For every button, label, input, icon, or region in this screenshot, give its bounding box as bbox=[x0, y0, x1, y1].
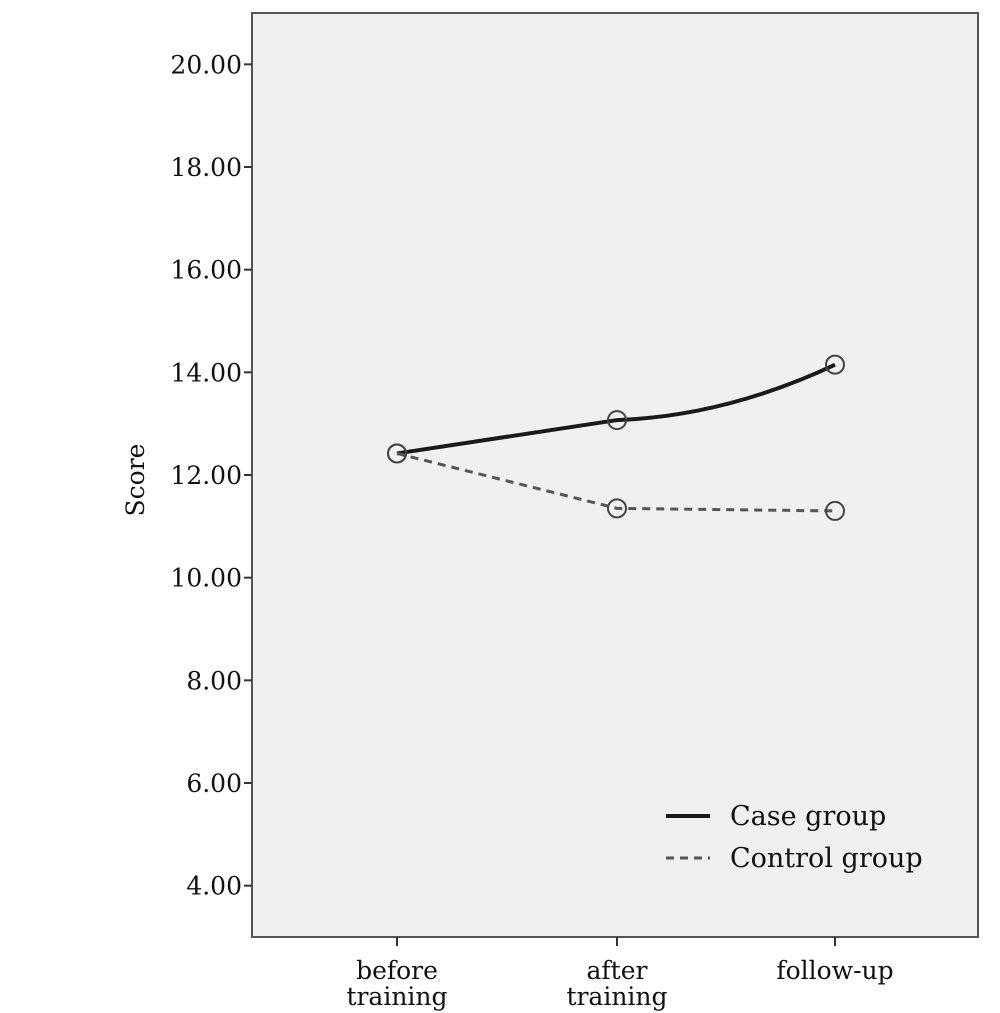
y-tick-label: 8.00 bbox=[186, 666, 242, 695]
data-point bbox=[387, 443, 407, 464]
y-tick-label: 14.00 bbox=[170, 358, 242, 387]
x-tick-label: follow-up bbox=[776, 956, 893, 985]
series-line-control bbox=[396, 451, 836, 513]
legend-label: Control group bbox=[730, 843, 923, 874]
data-point bbox=[607, 498, 627, 519]
legend: Case group Control group bbox=[666, 801, 923, 874]
y-tick-label: 12.00 bbox=[170, 461, 242, 490]
data-point bbox=[825, 500, 845, 521]
x-tick-label-line: follow-up bbox=[776, 956, 893, 985]
x-tick-label-line: before bbox=[356, 956, 438, 985]
x-tick-label: before training bbox=[346, 956, 447, 1011]
y-tick-label: 16.00 bbox=[170, 256, 242, 285]
y-tick-label: 10.00 bbox=[170, 564, 242, 593]
data-point bbox=[607, 410, 627, 431]
series-layer bbox=[387, 354, 845, 521]
plot-area bbox=[251, 12, 979, 938]
y-axis: 4.00 6.00 8.00 10.00 12.00 14.00 16.00 18.00 20.… bbox=[170, 50, 252, 901]
x-tick-label-line: training bbox=[566, 982, 667, 1011]
y-axis-title: Score bbox=[121, 444, 150, 517]
x-tick-label: after training bbox=[566, 956, 667, 1011]
legend-label: Case group bbox=[730, 801, 886, 832]
data-point bbox=[825, 354, 845, 375]
y-tick-label: 20.00 bbox=[170, 50, 242, 79]
series-line-case bbox=[396, 362, 836, 456]
x-tick-label-line: after bbox=[587, 956, 648, 985]
y-tick-label: 4.00 bbox=[186, 872, 242, 901]
x-tick-label-line: training bbox=[346, 982, 447, 1011]
y-tick-label: 6.00 bbox=[186, 769, 242, 798]
y-tick-label: 18.00 bbox=[170, 153, 242, 182]
